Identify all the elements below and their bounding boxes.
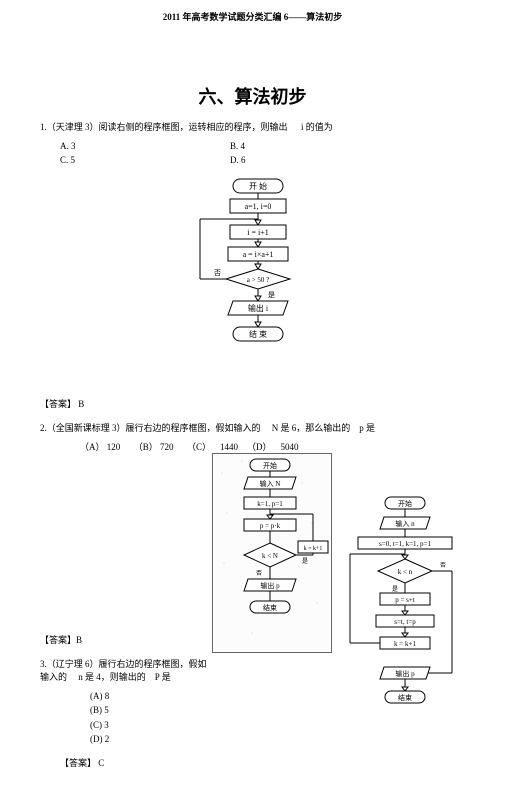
f3-yes: 是 — [392, 586, 398, 593]
f1-out: 输出 i — [247, 303, 268, 313]
q2-optDv: 5040 — [281, 442, 299, 452]
q2-optA: （A） 120 — [80, 442, 120, 452]
q3-options: (A) 8 (B) 5 (C) 3 (D) 2 — [40, 689, 212, 747]
f1-start: 开 始 — [249, 181, 267, 191]
q3-stem-c: P 是 — [155, 672, 171, 682]
f3-in: 输入 n — [395, 519, 415, 528]
f3-no: 否 — [440, 562, 446, 569]
q1-optB: B. 4 — [230, 139, 350, 153]
f3-d: k < n — [398, 568, 413, 576]
f2-in: 输入 N — [260, 479, 281, 488]
f2-no: 否 — [256, 570, 262, 577]
q3-optB: (B) 5 — [40, 703, 212, 717]
q3-answer: 【答案】 C — [40, 756, 212, 769]
q1-options: A. 3 B. 4 C. 5 D. 6 — [40, 139, 465, 168]
q3-stem: 3.（辽宁理 6）履行右边的程序框图，假如输入的 n 是 4，则输出的 P 是 — [40, 658, 212, 685]
q2-answer: 【答案】B — [40, 633, 212, 646]
f1-yes: 是 — [268, 291, 275, 299]
q3-optD: (D) 2 — [40, 732, 212, 746]
flowchart-1: 开 始 a=1, i=0 i = i+1 a = i×a+1 a — [40, 177, 465, 367]
q2-optB: （B） 720 — [134, 442, 174, 452]
q3-optA: (A) 8 — [40, 689, 212, 703]
f2-d: k < N — [262, 552, 278, 560]
q2-stem-c: p 是 — [359, 423, 375, 433]
f3-b3: s=t, t=p — [394, 618, 416, 626]
q1-optD: D. 6 — [230, 153, 350, 167]
page-header: 2011 年高考数学试题分类汇编 6——算法初步 — [40, 10, 465, 23]
section-title: 六、算法初步 — [40, 83, 465, 109]
q1-answer: 【答案】 B — [40, 397, 465, 410]
f3-start: 开始 — [398, 499, 412, 508]
q2-stem: 2.（全国新课标理 3）履行右边的程序框图，假如输入的 N 是 6，那么输出的 … — [40, 422, 465, 436]
f1-end: 结 束 — [249, 329, 267, 339]
q2-optCv: 1440 — [220, 442, 238, 452]
f1-no: 否 — [214, 269, 221, 277]
f1-b2: i = i+1 — [247, 228, 268, 237]
f2-side: k = k+1 — [304, 546, 323, 552]
f1-d: a > 50 ? — [246, 276, 268, 284]
f2-end: 结束 — [263, 603, 277, 612]
q1-stem-b: i 的值为 — [301, 122, 333, 132]
f3-b2: p = s+t — [395, 596, 415, 604]
f2-start: 开始 — [263, 461, 277, 470]
f3-b1: s=0, t=1, k=1, p=1 — [379, 540, 431, 548]
flowchart-2: 开始 输入 N k=1, p=1 p = p·k k = k+1 — [212, 453, 332, 655]
flowchart-3: 开始 输入 n s=0, t=1, k=1, p=1 k < n 否 — [340, 453, 465, 735]
q2-options: （A） 120 （B） 720 （C） 1440 （D） 5040 — [40, 440, 465, 453]
f1-b3: a = i×a+1 — [242, 250, 273, 259]
f3-end: 结束 — [398, 693, 412, 702]
q2-optC: （C） — [187, 442, 211, 452]
q1-stem: 1.（天津理 3）阅读右侧的程序框图，运转相应的程序，则输出 i 的值为 — [40, 121, 465, 135]
q2-stem-b: N 是 6，那么输出的 — [272, 423, 351, 433]
q2-optD: （D） — [247, 442, 272, 452]
q1-optC: C. 5 — [40, 153, 230, 167]
f2-yes: 是 — [302, 558, 308, 565]
f3-out: 输出 p — [395, 669, 415, 678]
f1-b1: a=1, i=0 — [244, 202, 271, 211]
q3-stem-b: n 是 4，则输出的 — [78, 672, 146, 682]
q3-optC: (C) 3 — [40, 718, 212, 732]
f2-out: 输出 p — [260, 581, 280, 590]
q2-stem-a: 2.（全国新课标理 3）履行右边的程序框图，假如输入的 — [40, 423, 261, 433]
f2-b2: p = p·k — [260, 522, 281, 530]
q1-optA: A. 3 — [40, 139, 230, 153]
f2-b1: k=1, p=1 — [257, 500, 283, 508]
q1-stem-a: 1.（天津理 3）阅读右侧的程序框图，运转相应的程序，则输出 — [40, 122, 288, 132]
f3-b4: k = k+1 — [394, 640, 416, 648]
